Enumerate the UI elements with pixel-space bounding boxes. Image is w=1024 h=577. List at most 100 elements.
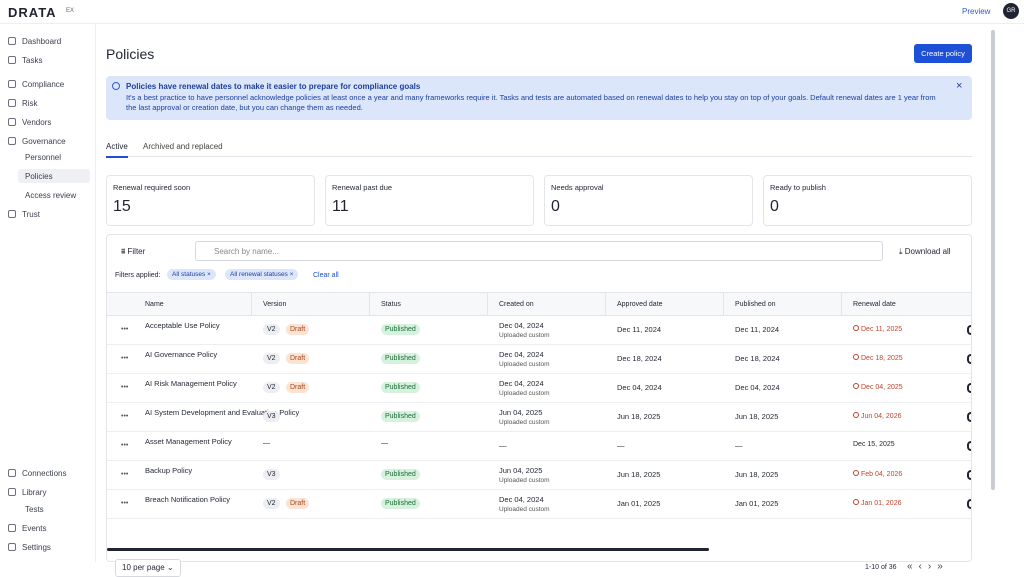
published-on: Jan 01, 2025	[735, 499, 779, 508]
nav-item[interactable]: Connections	[6, 466, 90, 480]
row-menu[interactable]: •••	[121, 384, 129, 391]
clear-all[interactable]: Clear all	[313, 272, 339, 279]
main: Policies Create policy Policies have ren…	[97, 25, 990, 577]
nav-item[interactable]: Risk	[6, 96, 90, 110]
nav-item[interactable]: Vendors	[6, 115, 90, 129]
version-badge: V2	[263, 324, 280, 335]
draft-badge: Draft	[286, 353, 310, 364]
nav-icon	[8, 37, 16, 45]
table-row: ••• Breach Notification Policy V2 Draft Publ…	[107, 490, 971, 519]
policy-name[interactable]: Breach Notification Policy	[145, 495, 231, 504]
v-scrollbar	[991, 30, 995, 490]
row-action	[967, 412, 971, 422]
nav-item[interactable]: Library	[6, 485, 90, 499]
approved-date: Dec 18, 2024	[617, 354, 662, 363]
approved-date: Jan 01, 2025	[617, 499, 661, 508]
created-on: Dec 04, 2024	[499, 495, 544, 504]
filters-applied: Filters applied:	[115, 272, 161, 279]
nav-item[interactable]: Tests	[18, 502, 90, 516]
column-header[interactable]: Status	[381, 301, 401, 308]
status-badge: Published	[381, 353, 420, 364]
column-divider	[723, 293, 724, 316]
pagination-range: 1-10 of 36	[865, 564, 897, 571]
create-button[interactable]: Create policy	[914, 44, 972, 63]
approved-date: Dec 04, 2024	[617, 383, 662, 392]
stat-card: Renewal required soon 15	[106, 175, 315, 226]
created-note: Uploaded custom	[499, 419, 550, 426]
nav-item[interactable]: Policies	[18, 169, 90, 183]
workspace[interactable]: EX	[66, 8, 75, 14]
row-menu[interactable]: •••	[121, 500, 129, 507]
nav-item[interactable]: Governance	[6, 134, 90, 148]
filter-chip[interactable]: All renewal statuses ×	[225, 269, 299, 280]
nav-item[interactable]: Personnel	[18, 150, 90, 164]
policy-name[interactable]: AI Risk Management Policy	[145, 379, 237, 388]
column-header[interactable]: Version	[263, 301, 287, 308]
search-box[interactable]: Search by name...	[195, 241, 883, 261]
renewal-icon	[853, 470, 859, 476]
renewal-text: Feb 04, 2026	[861, 471, 903, 478]
published-on: —	[735, 441, 743, 450]
nav-item[interactable]: Dashboard	[6, 34, 90, 48]
nav-label: Tests	[25, 504, 44, 514]
policy-name[interactable]: Asset Management Policy	[145, 437, 232, 446]
stat-label: Renewal past due	[332, 183, 393, 192]
status-badge: Published	[381, 324, 420, 335]
policy-name[interactable]: AI Governance Policy	[145, 350, 218, 359]
approved-date: Jun 18, 2025	[617, 412, 661, 421]
nav-item[interactable]: Access review	[18, 188, 90, 202]
tab[interactable]: Archived and replaced	[143, 142, 223, 151]
nav-icon	[8, 137, 16, 145]
brand: DRATA	[8, 5, 57, 20]
row-menu[interactable]: •••	[121, 471, 129, 478]
filter-chip[interactable]: All statuses ×	[167, 269, 216, 280]
h-scrollbar	[107, 548, 709, 551]
row-action	[967, 470, 971, 480]
stat-card: Ready to publish 0	[763, 175, 972, 226]
column-header[interactable]: Name	[145, 301, 164, 308]
column-header[interactable]: Created on	[499, 301, 534, 308]
row-action	[967, 441, 971, 451]
tab[interactable]: Active	[106, 142, 128, 158]
table-row: ••• AI Risk Management Policy V2 Draft Publi…	[107, 374, 971, 403]
nav-label: Governance	[22, 136, 66, 146]
renewal-text: Jun 04, 2026	[861, 413, 902, 420]
nav-label: Tasks	[22, 55, 43, 65]
nav-label: Vendors	[22, 117, 52, 127]
filter-button[interactable]: ⩩ Filter	[121, 247, 146, 256]
nav-label: Policies	[25, 171, 53, 181]
column-header[interactable]: Approved date	[617, 301, 663, 308]
row-menu[interactable]: •••	[121, 413, 129, 420]
nav-icon	[8, 56, 16, 64]
approved-date: Dec 11, 2024	[617, 325, 662, 334]
nav-item[interactable]: Tasks	[6, 53, 90, 67]
per-page: 10 per page	[122, 563, 165, 572]
column-header[interactable]: Renewal date	[853, 301, 896, 308]
nav-item[interactable]: Trust	[6, 207, 90, 221]
version-badge: V2	[263, 498, 280, 509]
policy-name[interactable]: AI System Development and Evaluation Pol…	[145, 408, 300, 417]
row-menu[interactable]: •••	[121, 326, 129, 333]
nav-item[interactable]: Events	[6, 521, 90, 535]
tabs-line	[106, 156, 972, 157]
avatar[interactable]: GR	[1003, 3, 1019, 19]
stat-value: 0	[770, 198, 779, 215]
row-menu[interactable]: •••	[121, 355, 129, 362]
download-button[interactable]: ⤓ Download all	[899, 247, 951, 256]
row-menu[interactable]: •••	[121, 442, 129, 449]
renewal-text: Jan 01, 2026	[861, 500, 902, 507]
preview-link[interactable]: Preview	[962, 7, 991, 16]
close-banner[interactable]: ×	[956, 80, 963, 92]
renewal-icon	[853, 354, 859, 360]
created-on: Dec 04, 2024	[499, 350, 544, 359]
draft-badge: Draft	[286, 324, 310, 335]
policy-name[interactable]: Acceptable Use Policy	[145, 321, 220, 330]
nav-item[interactable]: Settings	[6, 540, 90, 554]
created-note: Uploaded custom	[499, 477, 550, 484]
nav-item[interactable]: Compliance	[6, 77, 90, 91]
stat-value: 15	[113, 198, 131, 215]
approved-date: —	[617, 441, 625, 450]
column-header[interactable]: Published on	[735, 301, 776, 308]
policy-name[interactable]: Backup Policy	[145, 466, 193, 475]
pagination-buttons[interactable]: «‹›»	[907, 561, 949, 572]
